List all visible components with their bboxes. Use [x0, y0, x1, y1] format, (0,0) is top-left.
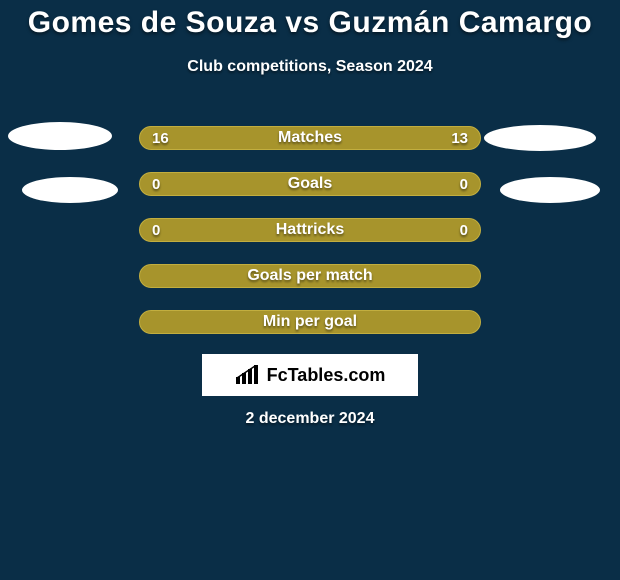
stat-label: Hattricks — [140, 219, 480, 241]
player-b-name: Guzmán Camargo — [329, 6, 593, 39]
stat-label: Goals per match — [140, 265, 480, 287]
brand-badge: FcTables.com — [202, 354, 418, 396]
brand-text: FcTables.com — [267, 365, 386, 386]
card-date: 2 december 2024 — [0, 410, 620, 428]
stat-row: Goals0 0 — [139, 172, 481, 196]
stat-value-a: 0 — [140, 173, 172, 195]
card-subtitle: Club competitions, Season 2024 — [0, 58, 620, 76]
stat-rows: Matches1613Goals00Hattricks00Goals per m… — [0, 126, 620, 356]
stat-row: Hattricks0 0 — [139, 218, 481, 242]
decorative-oval — [22, 177, 118, 203]
stat-label: Matches — [140, 127, 480, 149]
stat-value-b: 0 — [448, 219, 480, 241]
vs-separator: vs — [285, 6, 319, 39]
stat-value-b: 0 — [448, 173, 480, 195]
stats-card: Gomes de Souza vs Guzmán Camargo Club co… — [0, 0, 620, 580]
stat-row: Matches16 13 — [139, 126, 481, 150]
stat-value-a: 16 — [140, 127, 181, 149]
decorative-oval — [8, 122, 112, 150]
stat-label: Goals — [140, 173, 480, 195]
card-title: Gomes de Souza vs Guzmán Camargo — [0, 0, 620, 40]
stat-row: Goals per match — [139, 264, 481, 288]
decorative-oval — [500, 177, 600, 203]
stat-label: Min per goal — [140, 311, 480, 333]
stat-value-a: 0 — [140, 219, 172, 241]
decorative-oval — [484, 125, 596, 151]
player-a-name: Gomes de Souza — [28, 6, 277, 39]
bar-chart-icon — [235, 365, 261, 385]
stat-row: Min per goal — [139, 310, 481, 334]
stat-value-b: 13 — [439, 127, 480, 149]
